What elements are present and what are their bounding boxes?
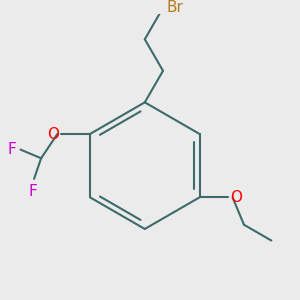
Text: F: F <box>28 184 37 199</box>
Text: O: O <box>230 190 242 205</box>
Text: Br: Br <box>167 0 184 15</box>
Text: O: O <box>48 127 60 142</box>
Text: F: F <box>7 142 16 157</box>
